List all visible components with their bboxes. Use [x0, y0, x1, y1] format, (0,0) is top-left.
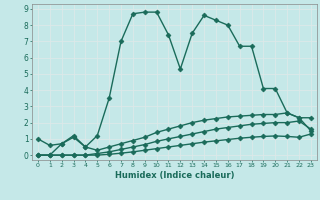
- X-axis label: Humidex (Indice chaleur): Humidex (Indice chaleur): [115, 171, 234, 180]
